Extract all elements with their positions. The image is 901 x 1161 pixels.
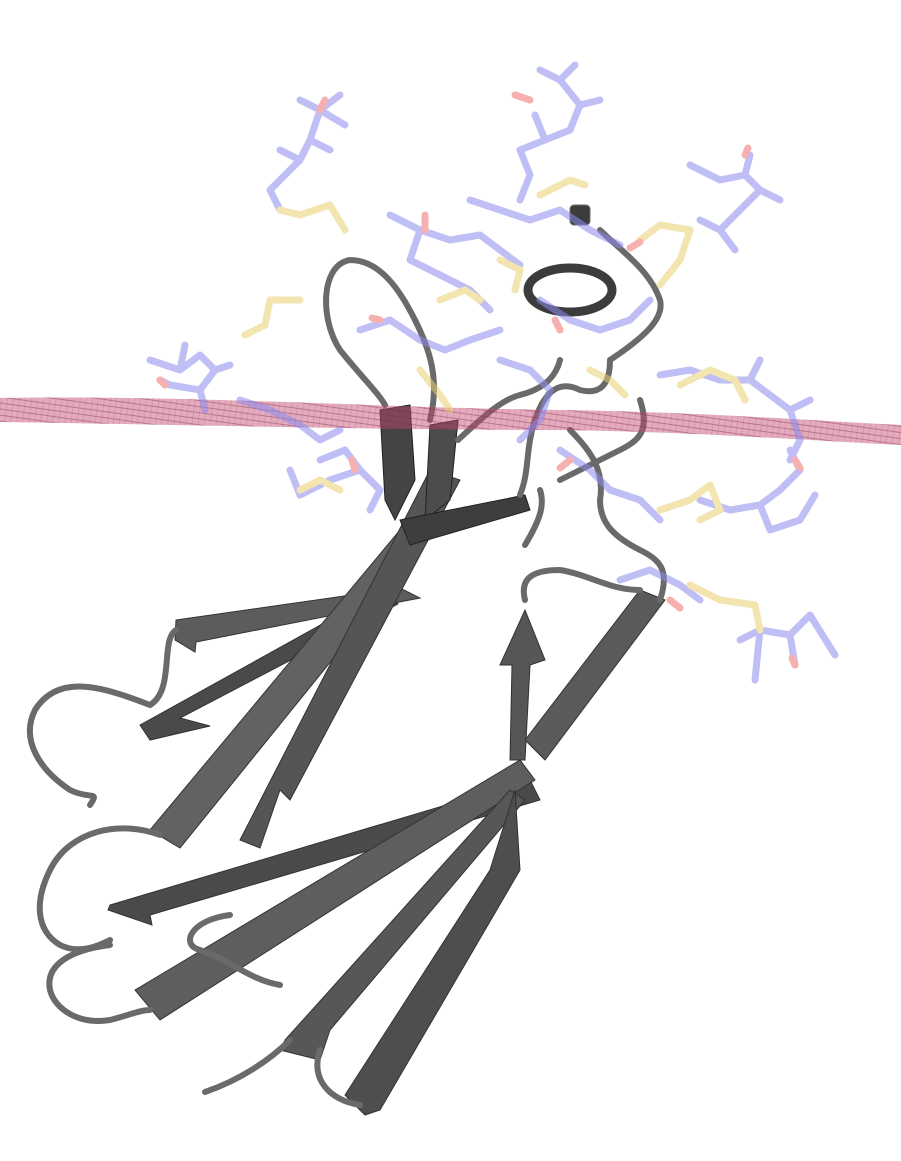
beta-strand: [399, 494, 531, 546]
beta-strand: [499, 608, 546, 761]
beta-strand: [344, 789, 521, 1116]
membrane-band: [0, 397, 901, 445]
beta-sheet-domain: [107, 404, 666, 1116]
beta-strand: [524, 589, 666, 761]
beta-strand: [424, 419, 459, 522]
helix-turn: [523, 263, 617, 317]
stick-residues: [146, 61, 839, 684]
beta-strand: [379, 404, 416, 522]
